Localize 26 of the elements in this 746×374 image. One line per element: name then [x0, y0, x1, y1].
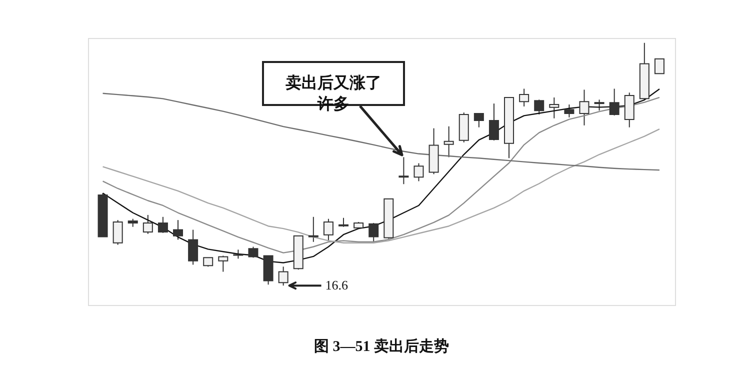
- candlestick: [594, 99, 604, 112]
- candlestick: [414, 162, 424, 182]
- candlestick: [609, 88, 620, 116]
- candlestick: [308, 216, 318, 242]
- candlestick: [444, 126, 454, 158]
- candlestick: [398, 156, 409, 185]
- candlestick: [549, 96, 560, 119]
- candlestick: [278, 266, 288, 286]
- candlestick: [519, 88, 530, 107]
- candlestick: [248, 246, 258, 258]
- text: 图 3—51 卖出后走势: [314, 338, 449, 355]
- candlestick: [173, 220, 184, 240]
- candlestick: [188, 229, 198, 266]
- candlestick: [218, 255, 228, 272]
- candlestick: [158, 216, 168, 234]
- candlestick: [368, 222, 379, 244]
- candlestick: [112, 220, 123, 246]
- candlestick: [654, 58, 664, 74]
- candlestick: [323, 218, 334, 242]
- candlestick: [534, 99, 544, 115]
- candlestick: [142, 214, 153, 234]
- candlestick: [474, 112, 484, 128]
- candlestick: [488, 103, 499, 141]
- annotation: 16.6: [325, 278, 349, 293]
- candlestick: [579, 89, 590, 126]
- candlestick: [564, 104, 574, 118]
